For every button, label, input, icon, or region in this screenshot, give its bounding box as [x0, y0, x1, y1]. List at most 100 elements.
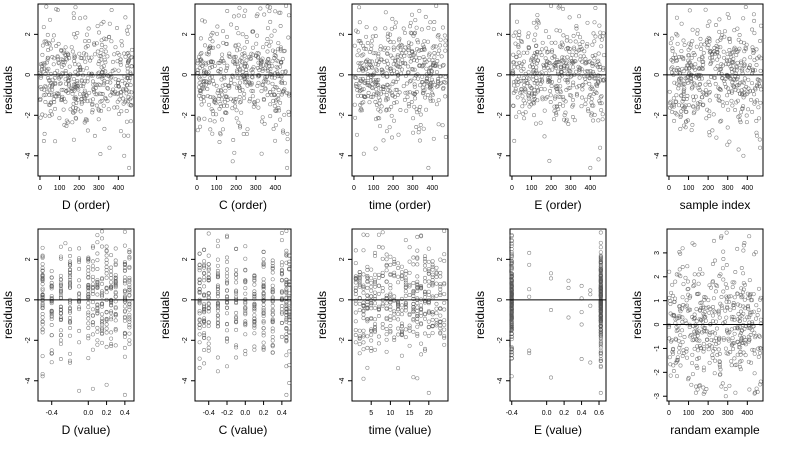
data-point — [717, 54, 721, 59]
data-point — [77, 388, 82, 393]
data-point — [412, 92, 417, 97]
data-point — [574, 69, 579, 74]
data-point — [272, 28, 277, 33]
data-point — [362, 65, 367, 70]
data-point — [61, 57, 65, 62]
data-point — [699, 47, 704, 51]
data-point — [108, 93, 113, 98]
data-point — [418, 48, 423, 52]
data-point — [197, 365, 202, 370]
data-point — [103, 49, 108, 54]
data-point — [531, 57, 536, 62]
data-point — [397, 38, 402, 43]
data-point — [534, 44, 538, 48]
data-point — [84, 66, 89, 71]
data-point — [560, 55, 565, 60]
data-point — [695, 31, 700, 36]
data-point — [86, 326, 91, 330]
data-point — [722, 55, 727, 60]
data-point — [758, 317, 763, 322]
data-point — [538, 81, 543, 86]
y-axis-label: residuals — [315, 291, 329, 339]
data-point — [44, 67, 49, 72]
data-point — [281, 88, 286, 93]
data-point — [697, 383, 702, 388]
data-point — [442, 258, 447, 263]
data-point — [375, 58, 379, 63]
data-point — [97, 53, 102, 58]
plot-frame — [509, 3, 607, 177]
data-point — [440, 123, 445, 128]
data-point — [52, 56, 56, 61]
data-point — [725, 93, 730, 98]
data-point — [371, 92, 376, 97]
data-point — [124, 88, 129, 93]
data-point — [548, 89, 553, 93]
data-point — [233, 104, 238, 109]
y-tick-label: 0 — [654, 323, 661, 327]
data-point — [56, 60, 61, 65]
x-tick-label: 0.6 — [594, 410, 604, 417]
data-point — [273, 138, 278, 143]
data-point — [565, 78, 570, 83]
x-tick-label: 300 — [722, 410, 734, 417]
data-point — [206, 60, 211, 65]
data-point — [512, 138, 517, 143]
data-point — [90, 267, 95, 272]
data-point — [40, 354, 45, 359]
data-point — [79, 101, 84, 106]
data-point — [237, 47, 242, 52]
data-point — [286, 13, 291, 18]
data-point — [522, 83, 527, 87]
data-point — [50, 83, 55, 88]
data-point — [686, 103, 691, 108]
data-point — [389, 26, 394, 31]
data-point — [415, 301, 420, 305]
data-point — [122, 229, 127, 234]
data-point — [94, 103, 99, 108]
data-point — [89, 71, 94, 76]
points-layer — [510, 4, 606, 170]
data-point — [690, 352, 695, 357]
data-point — [420, 74, 425, 79]
data-point — [381, 47, 386, 52]
data-point — [401, 48, 406, 53]
data-point — [126, 50, 131, 55]
data-point — [393, 59, 398, 63]
data-point — [358, 77, 363, 82]
data-point — [215, 355, 220, 360]
data-point — [216, 69, 221, 74]
data-point — [703, 88, 708, 93]
data-point — [104, 322, 109, 327]
data-point — [392, 101, 397, 105]
data-point — [230, 159, 235, 164]
data-point — [425, 80, 430, 85]
data-point — [286, 109, 291, 114]
data-point — [109, 276, 114, 281]
data-point — [558, 84, 563, 89]
data-point — [104, 275, 109, 280]
data-point — [107, 34, 112, 39]
y-tick-label: 3 — [654, 251, 661, 255]
data-point — [701, 50, 706, 55]
data-point — [434, 275, 439, 279]
data-point — [376, 291, 381, 296]
data-point — [126, 24, 131, 29]
data-point — [685, 264, 690, 269]
data-point — [125, 60, 130, 65]
data-point — [758, 100, 763, 105]
data-point — [679, 21, 684, 26]
data-point — [262, 12, 267, 17]
data-point — [415, 316, 420, 321]
data-point — [90, 108, 95, 113]
x-tick-label: 0 — [667, 410, 671, 417]
data-point — [579, 283, 584, 288]
data-point — [388, 254, 393, 259]
y-tick-label: -2 — [654, 369, 661, 375]
data-point — [538, 120, 543, 125]
data-point — [384, 257, 389, 262]
data-point — [418, 104, 423, 109]
data-point — [373, 34, 378, 38]
data-point — [569, 73, 574, 78]
data-point — [572, 47, 577, 52]
